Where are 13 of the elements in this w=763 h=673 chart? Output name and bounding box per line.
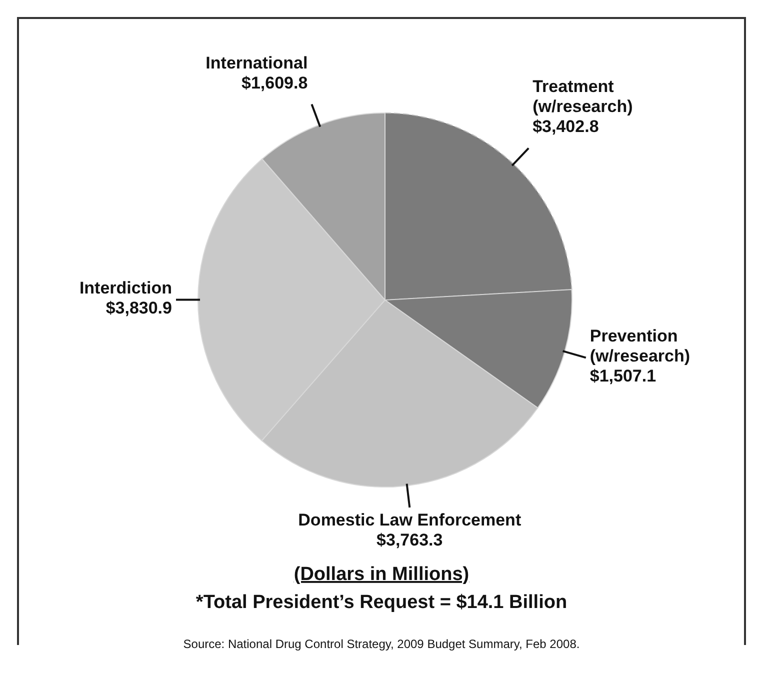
slice-label: Domestic Law Enforcement [298, 510, 522, 530]
data-label: $3,402.8 [532, 117, 599, 136]
slice-label: International [206, 53, 308, 72]
data-label: $1,609.8 [242, 73, 308, 92]
source-note: Source: National Drug Control Strategy, 2009 Budget Summary, Feb 2008. [183, 637, 580, 651]
data-label: $3,830.9 [106, 298, 172, 318]
slice-label: Interdiction [79, 278, 172, 298]
slice-label: Treatment (w/research) [532, 77, 633, 116]
data-label: $1,507.1 [590, 366, 656, 386]
slice-label: Prevention (w/research) [590, 326, 690, 366]
text: (Dollars in Millions) [294, 564, 470, 585]
data-label: $3,763.3 [376, 530, 443, 550]
text: *Total President’s Request = $14.1 Billion [196, 592, 568, 613]
